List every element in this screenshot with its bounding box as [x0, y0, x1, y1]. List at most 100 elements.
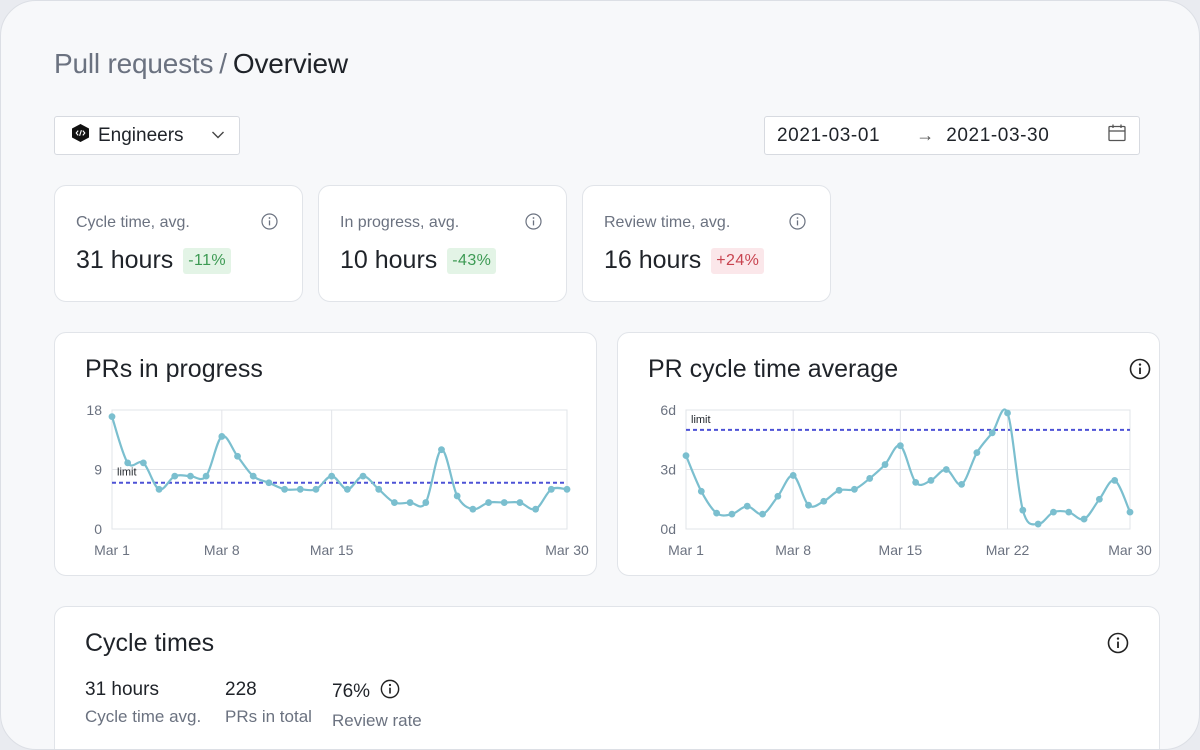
data-point — [438, 446, 445, 454]
cycle-times-card: Cycle times 31 hours Cycle time avg. 228… — [54, 606, 1160, 749]
data-point — [697, 487, 705, 495]
data-point — [516, 499, 524, 506]
data-point — [124, 459, 132, 467]
metric-value: 31 hours — [85, 679, 159, 700]
data-point — [896, 442, 904, 450]
data-point — [485, 499, 492, 506]
data-point — [265, 479, 273, 487]
data-point — [1004, 409, 1011, 417]
data-point — [328, 472, 336, 480]
data-point — [343, 485, 351, 493]
x-tick-label: Mar 15 — [879, 542, 923, 558]
data-point — [453, 492, 461, 500]
series-line — [684, 408, 1132, 526]
y-tick-label: 0d — [660, 521, 676, 537]
series-line — [110, 416, 568, 511]
y-tick-label: 9 — [94, 462, 102, 478]
chart-card-pr-cycle-time: PR cycle time average 6d 3d 0d Mar 1 Mar 8 Ma… — [617, 332, 1160, 576]
cycle-times-title: Cycle times — [85, 629, 215, 657]
data-point — [391, 499, 398, 506]
chevron-down-icon — [211, 127, 225, 145]
data-point — [249, 472, 257, 480]
data-point — [1111, 477, 1119, 484]
breadcrumb-separator: / — [219, 48, 227, 79]
date-range-picker[interactable]: 2021-03-01 → 2021-03-30 — [764, 116, 1140, 155]
stat-card-in-progress: In progress, avg. 10 hours -43% — [318, 185, 567, 302]
stat-title: Review time, avg. — [604, 214, 731, 231]
data-point — [139, 459, 147, 467]
data-point — [296, 485, 304, 493]
data-point — [469, 505, 477, 513]
page-title: Overview — [232, 48, 348, 79]
data-point — [187, 472, 194, 480]
data-point — [805, 501, 812, 509]
chart-title: PRs in progress — [85, 355, 263, 383]
stat-title: In progress, avg. — [340, 214, 460, 231]
data-point — [532, 505, 540, 513]
info-icon[interactable] — [789, 213, 806, 235]
data-point — [500, 499, 508, 506]
stat-title: Cycle time, avg. — [76, 214, 190, 231]
end-date-input[interactable]: 2021-03-30 — [946, 124, 1050, 146]
y-tick-label: 6d — [660, 402, 676, 418]
pr-cycle-time-chart: 6d 3d 0d Mar 1 Mar 8 Mar 15 Mar 22 Mar 30 limit — [660, 402, 1152, 558]
data-point — [155, 485, 163, 493]
data-point — [1034, 520, 1042, 528]
data-point — [759, 510, 766, 518]
data-point — [359, 472, 367, 480]
data-point — [108, 413, 116, 421]
y-tick-label: 3d — [660, 462, 676, 478]
data-point — [563, 485, 571, 493]
data-point — [789, 472, 797, 479]
metric-review-rate: 76% Review rate — [332, 679, 422, 731]
chart-card-prs-in-progress: PRs in progress 18 9 0 Mar 1 Mar 8 Mar 15 Mar … — [54, 332, 597, 576]
data-point — [927, 477, 935, 484]
x-tick-label: Mar 1 — [668, 542, 704, 558]
info-icon[interactable] — [380, 679, 400, 705]
delta-badge: +24% — [711, 248, 765, 274]
y-tick-label: 18 — [86, 402, 102, 418]
data-point — [835, 486, 843, 494]
data-point — [682, 452, 690, 460]
team-select[interactable]: Engineers — [54, 116, 240, 155]
data-point — [942, 466, 950, 473]
stat-value: 10 hours — [340, 246, 438, 274]
metric-label: PRs in total — [225, 707, 312, 726]
y-tick-label: 0 — [94, 521, 102, 537]
info-icon[interactable] — [261, 213, 278, 235]
metric-label: Review rate — [332, 711, 422, 730]
metric-label: Cycle time avg. — [85, 707, 202, 726]
data-point — [728, 510, 736, 518]
data-point — [202, 472, 210, 480]
x-tick-label: Mar 30 — [545, 542, 589, 558]
data-point — [375, 485, 383, 493]
calendar-icon[interactable] — [1107, 123, 1127, 148]
x-tick-label: Mar 1 — [94, 542, 130, 558]
data-point — [1019, 506, 1027, 514]
chart-title: PR cycle time average — [648, 355, 899, 383]
data-point — [281, 485, 288, 493]
data-point — [218, 433, 226, 440]
stat-value: 16 hours — [604, 246, 702, 274]
data-point — [988, 429, 996, 437]
arrow-right-icon: → — [916, 125, 935, 145]
limit-label: limit — [117, 467, 137, 479]
data-point — [1065, 508, 1073, 516]
data-point — [312, 485, 320, 493]
metric-prs-total: 228 PRs in total — [225, 679, 312, 727]
data-point — [851, 485, 858, 493]
delta-badge: -43% — [447, 248, 497, 274]
data-point — [422, 499, 430, 506]
data-point — [973, 449, 981, 457]
x-tick-label: Mar 22 — [986, 542, 1030, 558]
start-date-input[interactable]: 2021-03-01 — [777, 124, 881, 146]
data-point — [1095, 495, 1103, 503]
code-hexagon-icon — [71, 123, 90, 148]
data-point — [547, 485, 555, 493]
info-icon[interactable] — [1107, 632, 1129, 659]
limit-label: limit — [691, 414, 711, 426]
breadcrumb: Pull requests / Overview — [54, 48, 348, 80]
breadcrumb-parent-link[interactable]: Pull requests — [54, 48, 214, 79]
info-icon[interactable] — [525, 213, 542, 235]
